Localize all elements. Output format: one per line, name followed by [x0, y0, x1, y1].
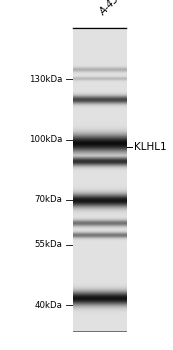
Text: 55kDa: 55kDa	[34, 240, 62, 250]
Text: 70kDa: 70kDa	[34, 195, 62, 204]
Text: 40kDa: 40kDa	[34, 301, 62, 310]
Text: KLHL1: KLHL1	[134, 142, 167, 152]
Text: A-431: A-431	[98, 0, 126, 18]
Text: 100kDa: 100kDa	[29, 135, 62, 144]
Text: 130kDa: 130kDa	[29, 75, 62, 84]
Bar	[73, 30, 126, 331]
